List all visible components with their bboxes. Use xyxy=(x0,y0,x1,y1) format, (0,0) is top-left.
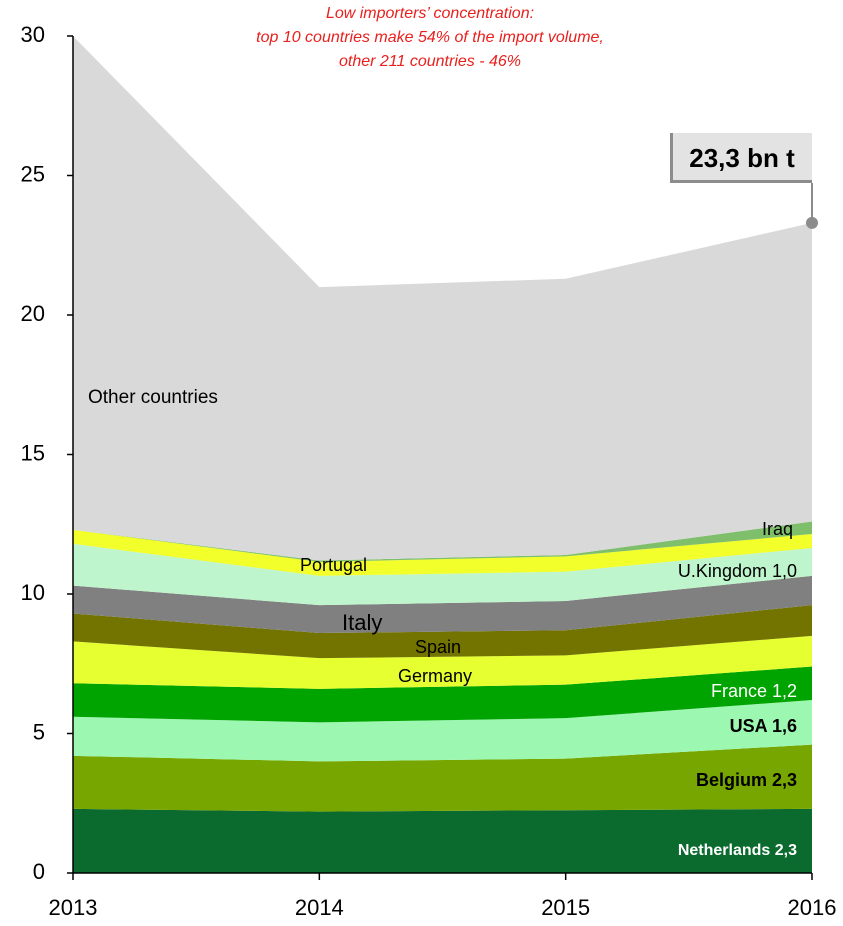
y-tick-label: 0 xyxy=(33,859,45,884)
annotation: top 10 countries make 54% of the import … xyxy=(256,29,604,46)
area xyxy=(73,521,812,562)
series-label: USA 1,6 xyxy=(730,716,797,736)
area xyxy=(73,36,812,561)
series-label: Portugal xyxy=(300,555,367,575)
y-tick-label: 20 xyxy=(21,301,45,326)
area xyxy=(73,605,812,659)
area xyxy=(73,700,812,762)
series-label: France 1,2 xyxy=(711,681,797,701)
x-tick-label: 2013 xyxy=(49,895,98,920)
area xyxy=(73,808,812,873)
area xyxy=(73,543,812,606)
y-tick-label: 10 xyxy=(21,580,45,605)
series-label: Iraq xyxy=(762,519,793,539)
callout-box xyxy=(673,133,812,180)
area xyxy=(73,575,812,634)
area xyxy=(73,666,812,723)
series-label: Germany xyxy=(398,666,472,686)
y-tick-label: 15 xyxy=(21,440,45,465)
annotation: other 211 countries - 46% xyxy=(339,53,521,70)
series-label: Belgium 2,3 xyxy=(696,770,797,790)
area xyxy=(73,635,812,689)
area xyxy=(73,744,812,812)
callout-dot xyxy=(806,216,818,229)
callout-text: 23,3 bn t xyxy=(689,143,795,173)
y-tick-label: 30 xyxy=(21,22,45,47)
area xyxy=(73,529,812,576)
series-label: U.Kingdom 1,0 xyxy=(678,561,797,581)
series-label: Netherlands 2,3 xyxy=(678,842,797,859)
y-tick-label: 5 xyxy=(33,719,45,744)
x-tick-label: 2014 xyxy=(295,895,344,920)
annotation: Low importers’ concentration: xyxy=(326,5,534,22)
y-tick-label: 25 xyxy=(21,161,45,186)
series-label: Italy xyxy=(342,610,382,635)
series-label: Other countries xyxy=(88,387,218,408)
x-tick-label: 2016 xyxy=(788,895,837,920)
x-tick-label: 2015 xyxy=(541,895,590,920)
series-label: Spain xyxy=(415,637,461,657)
